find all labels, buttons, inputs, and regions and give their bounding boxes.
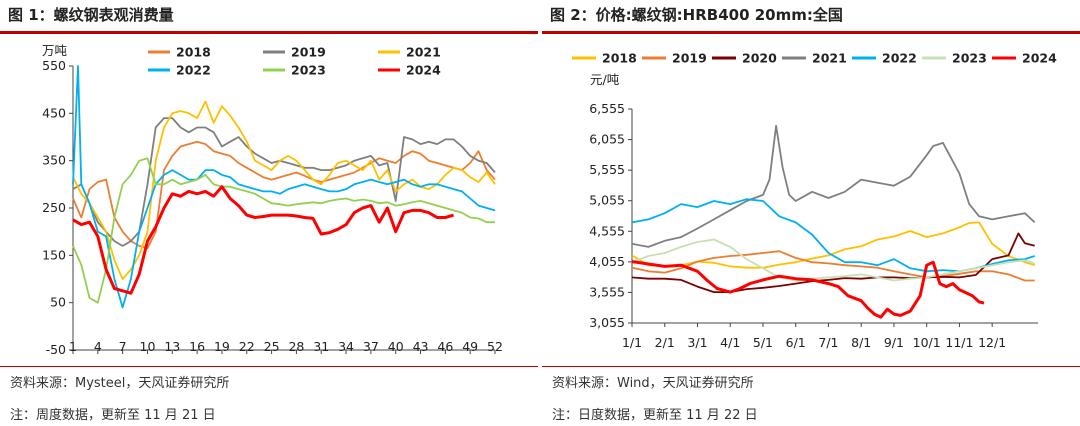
- left-x-tick-label: 49: [462, 339, 478, 354]
- left-x-tick-label: 31: [313, 339, 329, 354]
- left-legend-label-2023: 2023: [291, 63, 326, 78]
- left-x-tick-label: 40: [388, 339, 404, 354]
- right-y-tick-label: 3,055: [589, 315, 625, 330]
- right-legend-label-2024: 2024: [1022, 51, 1057, 66]
- left-x-tick-label: 4: [94, 339, 102, 354]
- right-chart-panel: 图 2：价格:螺纹钢:HRB400 20mm:全国 3,055 3,555 4,05…: [542, 0, 1080, 426]
- left-series-2023-line: [72, 157, 495, 304]
- left-source-divider: [0, 366, 538, 367]
- right-x-tick-label: 12/1: [978, 335, 1006, 350]
- right-x-tick-label: 7/1: [818, 335, 838, 350]
- right-y-unit-label: 元/吨: [590, 72, 620, 87]
- left-y-tick-label: 550: [42, 58, 66, 73]
- left-x-tick-label: 19: [214, 339, 230, 354]
- right-legend-label-2020: 2020: [742, 51, 777, 66]
- right-chart-title: 图 2：价格:螺纹钢:HRB400 20mm:全国: [550, 6, 843, 24]
- right-y-tick-label: 4,055: [589, 254, 625, 269]
- right-legend-label-2023: 2023: [952, 51, 987, 66]
- right-y-tick-label: 4,555: [589, 223, 625, 238]
- left-x-tick-label: 1: [69, 339, 77, 354]
- left-legend-label-2022: 2022: [176, 63, 211, 78]
- right-line-chart: 3,055 3,555 4,055 4,555 5,055 5,555 6,055 6,555…: [572, 51, 1057, 350]
- left-chart-panel: 图 1：螺纹钢表观消费量 -50 50 150 250 350 450 550 1 4 7 10 13…: [0, 0, 538, 426]
- right-legend-label-2021: 2021: [812, 51, 847, 66]
- right-series-2020-line: [631, 232, 1035, 294]
- left-title-divider: [0, 31, 538, 34]
- right-x-tick-label: 8/1: [851, 335, 871, 350]
- right-series-2024-line: [631, 260, 985, 319]
- left-legend-label-2024: 2024: [406, 63, 441, 78]
- left-series-2024-line: [72, 185, 455, 295]
- left-legend-label-2021: 2021: [406, 45, 441, 60]
- left-x-tick-label: 13: [164, 339, 180, 354]
- right-y-tick-label: 5,055: [589, 193, 625, 208]
- left-x-tick-label: 52: [487, 339, 503, 354]
- right-source-text: 资料来源：Wind，天风证券研究所: [552, 376, 754, 391]
- left-line-chart: -50 50 150 250 350 450 550 1 4 7 10 13 16 19 22 25 28 31 3…: [42, 43, 503, 357]
- left-y-unit-label: 万吨: [42, 43, 68, 58]
- left-chart-title: 图 1：螺纹钢表观消费量: [8, 6, 174, 24]
- right-y-tick-label: 3,555: [589, 284, 625, 299]
- right-series-2018-line: [631, 221, 1035, 269]
- left-y-tick-label: 50: [50, 295, 66, 310]
- right-legend-label-2019: 2019: [672, 51, 707, 66]
- left-x-tick-label: 7: [119, 339, 127, 354]
- left-series-2018-line: [72, 140, 496, 250]
- left-x-tick-label: 37: [363, 339, 379, 354]
- right-note-text: 注：日度数据，更新至 11 月 22 日: [552, 408, 758, 423]
- left-series-2019-line: [72, 117, 496, 247]
- left-x-tick-label: 43: [413, 339, 429, 354]
- left-series-2021-line: [72, 100, 496, 280]
- left-x-tick-label: 28: [288, 339, 304, 354]
- right-x-tick-label: 6/1: [786, 335, 806, 350]
- right-legend-label-2018: 2018: [602, 51, 637, 66]
- left-source-text: 资料来源：Mysteel，天风证券研究所: [10, 376, 230, 391]
- right-source-divider: [542, 366, 1080, 367]
- right-y-tick-label: 6,055: [589, 132, 625, 147]
- right-series-2021-line: [631, 124, 1036, 248]
- left-note-text: 注：周度数据，更新至 11 月 21 日: [10, 408, 216, 423]
- right-x-tick-label: 10/1: [913, 335, 941, 350]
- right-title-divider: [542, 31, 1080, 34]
- left-legend-label-2018: 2018: [176, 45, 211, 60]
- right-y-tick-label: 6,555: [589, 101, 625, 116]
- left-x-tick-label: 46: [437, 339, 453, 354]
- right-x-tick-label: 11/1: [945, 335, 973, 350]
- left-x-tick-label: 10: [140, 339, 156, 354]
- left-y-tick-label: -50: [46, 342, 66, 357]
- right-series-2023-line: [631, 238, 1035, 282]
- right-x-tick-label: 1/1: [622, 335, 642, 350]
- right-x-tick-label: 4/1: [720, 335, 740, 350]
- right-x-tick-label: 3/1: [687, 335, 707, 350]
- left-x-tick-label: 22: [239, 339, 255, 354]
- left-legend-label-2019: 2019: [291, 45, 326, 60]
- right-x-tick-label: 5/1: [753, 335, 773, 350]
- left-y-tick-label: 150: [42, 247, 66, 262]
- right-series-2019-line: [631, 250, 1035, 282]
- left-series-2022-line: [72, 65, 496, 309]
- left-y-tick-label: 250: [42, 200, 66, 215]
- left-x-tick-label: 25: [264, 339, 280, 354]
- left-x-tick-label: 16: [189, 339, 205, 354]
- right-x-tick-label: 2/1: [655, 335, 675, 350]
- left-y-tick-label: 350: [42, 153, 66, 168]
- right-y-tick-label: 5,555: [589, 162, 625, 177]
- left-y-tick-label: 450: [42, 105, 66, 120]
- left-x-tick-label: 34: [338, 339, 354, 354]
- right-x-tick-label: 9/1: [884, 335, 904, 350]
- right-legend-label-2022: 2022: [882, 51, 917, 66]
